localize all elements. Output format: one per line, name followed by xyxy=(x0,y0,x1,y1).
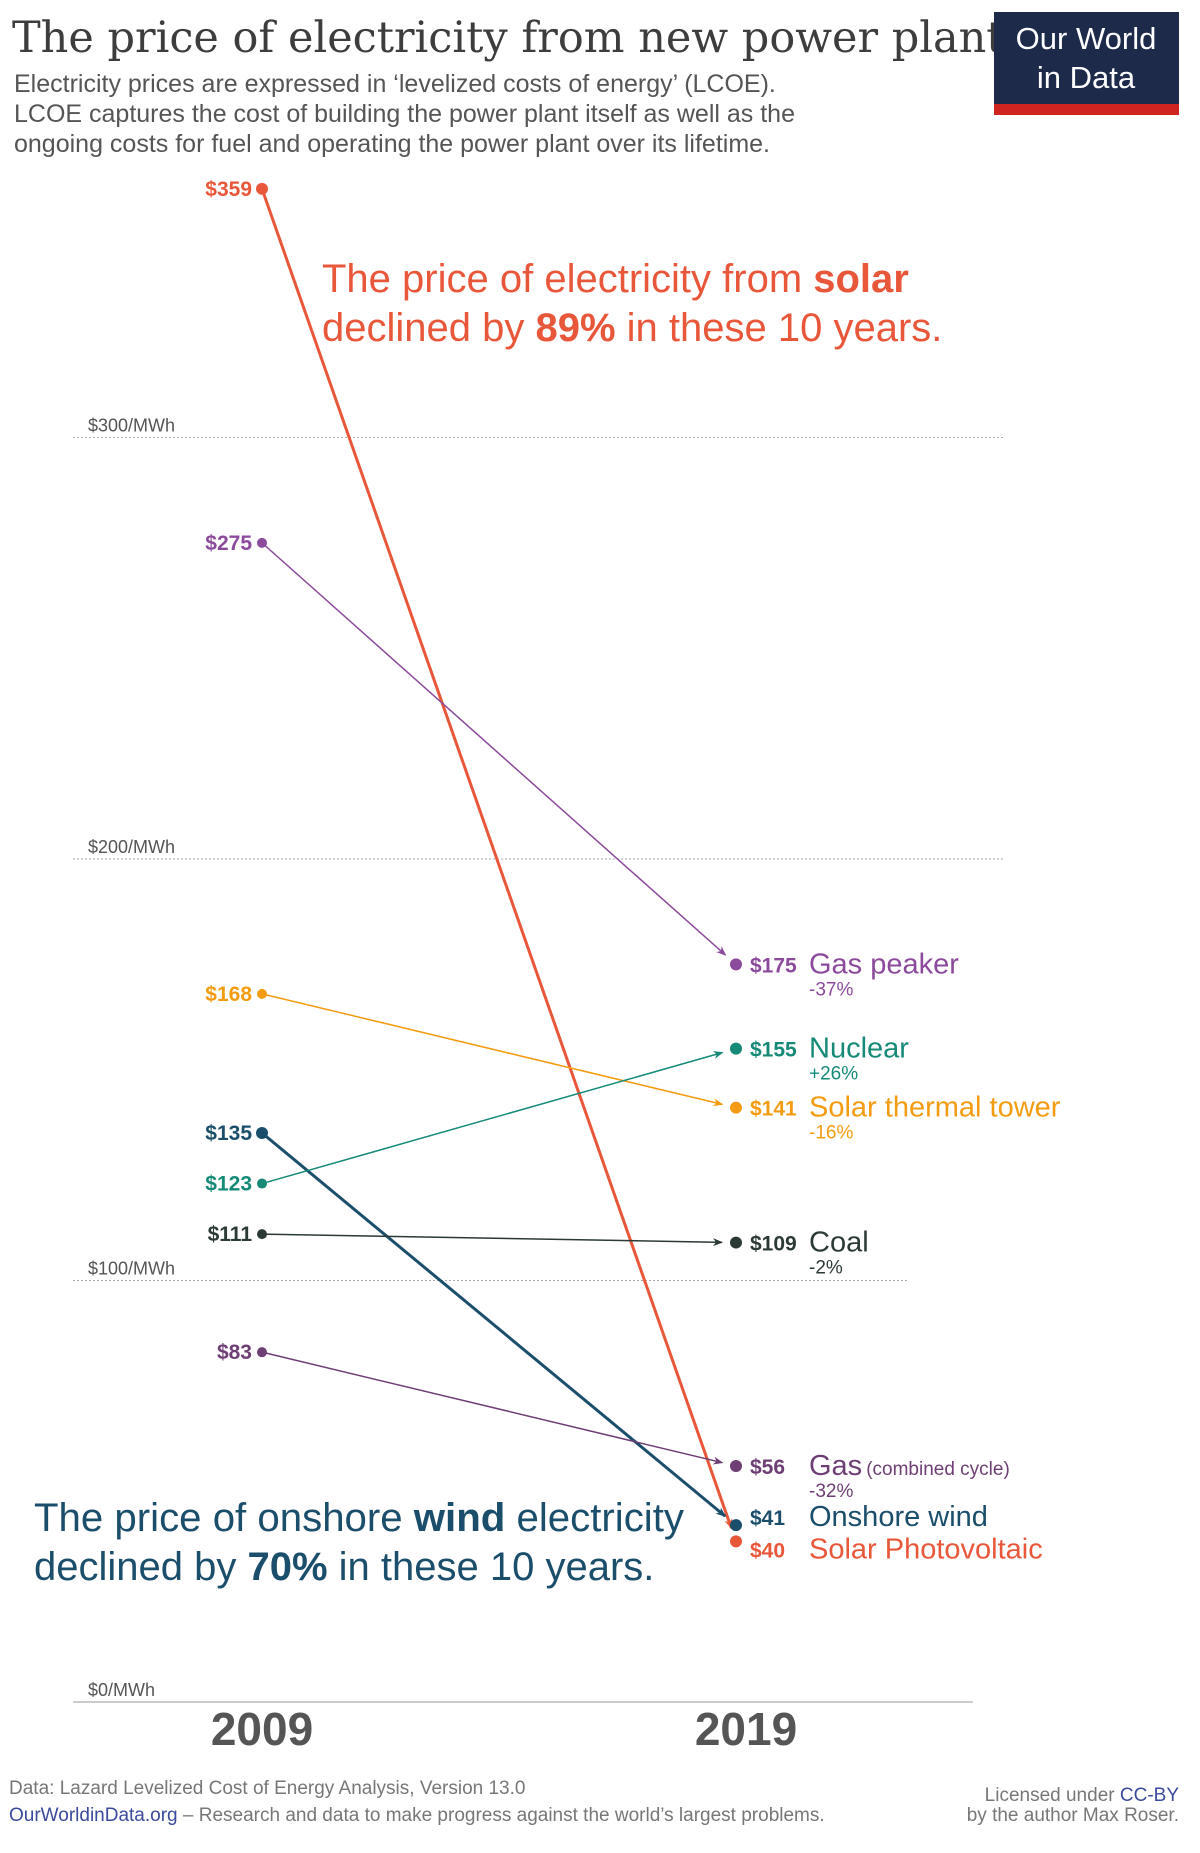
start-point xyxy=(257,1178,267,1189)
change-label: -32% xyxy=(809,1481,853,1502)
series-name-label: Onshore wind xyxy=(809,1501,988,1533)
x-label-2019: 2019 xyxy=(695,1703,797,1755)
svg-text:The price of onshore wind elec: The price of onshore wind electricity xyxy=(34,1496,684,1540)
slope-line xyxy=(261,542,727,956)
start-value-label: $135 xyxy=(205,1122,252,1145)
y-tick-label: $100/MWh xyxy=(88,1259,175,1279)
start-value-label: $359 xyxy=(205,178,252,201)
end-value-label: $175 xyxy=(750,954,797,977)
start-value-label: $275 xyxy=(205,532,252,555)
start-point xyxy=(257,988,267,999)
series-onshore-wind: $135 $41 Onshore wind xyxy=(205,1122,988,1533)
author-note: by the author Max Roser. xyxy=(967,1805,1179,1826)
end-value-label: $41 xyxy=(750,1507,785,1530)
y-tick-label: $0/MWh xyxy=(88,1680,155,1700)
slope-line xyxy=(260,188,733,1530)
series-name-label: Gas (combined cycle) xyxy=(809,1450,1010,1482)
wind-annotation: The price of onshore wind electricity de… xyxy=(34,1496,684,1589)
svg-text:declined by 89% in these 10 ye: declined by 89% in these 10 years. xyxy=(322,306,942,350)
end-value-label: $56 xyxy=(750,1456,785,1479)
start-value-label: $168 xyxy=(205,983,252,1006)
owid-link[interactable]: OurWorldinData.org xyxy=(9,1805,178,1826)
start-point xyxy=(257,537,267,548)
logo-text-1: Our World xyxy=(1016,21,1157,56)
series-nuclear: $123 $155 Nuclear+26% xyxy=(205,1033,909,1196)
subtitle-line-3: ongoing costs for fuel and operating the… xyxy=(14,130,770,158)
svg-text:declined by 70% in these 10 ye: declined by 70% in these 10 years. xyxy=(34,1545,654,1589)
series-name-label: Solar Photovoltaic xyxy=(809,1533,1043,1565)
end-point xyxy=(730,1535,742,1548)
slope-line xyxy=(261,993,724,1107)
start-value-label: $123 xyxy=(205,1173,252,1196)
series-name-label: Coal xyxy=(809,1227,869,1259)
y-tick-label: $300/MWh xyxy=(88,416,175,436)
series-name-label: Gas peaker xyxy=(809,948,959,980)
slope-line xyxy=(261,1233,724,1247)
end-value-label: $109 xyxy=(750,1233,797,1256)
series-solar-photovoltaic: $359 $40 Solar Photovoltaic xyxy=(205,178,1042,1566)
start-point xyxy=(257,1347,267,1358)
series-gas-peaker: $275 $175 Gas peaker-37% xyxy=(205,532,959,1001)
end-point xyxy=(730,1519,742,1532)
end-point xyxy=(730,1236,742,1249)
series-coal: $111 $109 Coal-2% xyxy=(208,1223,869,1278)
change-label: -16% xyxy=(809,1123,853,1144)
end-value-label: $155 xyxy=(750,1039,797,1062)
logo-text-2: in Data xyxy=(1037,60,1136,95)
svg-text:The price of electricity from: The price of electricity from solar xyxy=(322,257,909,301)
end-point xyxy=(730,1101,742,1114)
start-point xyxy=(256,1126,268,1139)
footer-tagline: OurWorldinData.org – Research and data t… xyxy=(9,1805,825,1826)
chart-title: The price of electricity from new power … xyxy=(12,13,1026,63)
start-value-label: $111 xyxy=(208,1223,253,1246)
slope-line xyxy=(261,1131,727,1518)
slope-line xyxy=(261,1351,724,1465)
start-point xyxy=(257,1229,267,1240)
start-value-label: $83 xyxy=(217,1341,252,1364)
series-name-label: Solar thermal tower xyxy=(809,1092,1061,1124)
change-label: -2% xyxy=(809,1258,843,1279)
end-value-label: $40 xyxy=(750,1539,785,1562)
subtitle-line-2: LCOE captures the cost of building the p… xyxy=(14,100,795,128)
end-point xyxy=(730,958,742,971)
solar-annotation: The price of electricity from solar decl… xyxy=(322,257,942,350)
source-note: Data: Lazard Levelized Cost of Energy An… xyxy=(9,1778,525,1799)
start-point xyxy=(256,182,268,195)
slope-line xyxy=(261,1051,724,1185)
end-value-label: $141 xyxy=(750,1098,797,1121)
end-point xyxy=(730,1042,742,1055)
owid-logo[interactable]: Our World in Data xyxy=(994,12,1179,115)
series-solar-thermal-tower: $168 $141 Solar thermal tower-16% xyxy=(205,983,1060,1144)
series-gas: $83 $56 Gas (combined cycle)-32% xyxy=(217,1341,1010,1502)
x-label-2009: 2009 xyxy=(211,1703,313,1755)
end-point xyxy=(730,1459,742,1472)
change-label: +26% xyxy=(809,1064,858,1085)
y-tick-label: $200/MWh xyxy=(88,837,175,857)
cc-by-link[interactable]: CC-BY xyxy=(1120,1785,1179,1806)
license-note: Licensed under CC-BY xyxy=(985,1785,1180,1806)
change-label: -37% xyxy=(809,979,853,1000)
subtitle-line-1: Electricity prices are expressed in ‘lev… xyxy=(14,70,776,98)
series-name-label: Nuclear xyxy=(809,1033,909,1065)
